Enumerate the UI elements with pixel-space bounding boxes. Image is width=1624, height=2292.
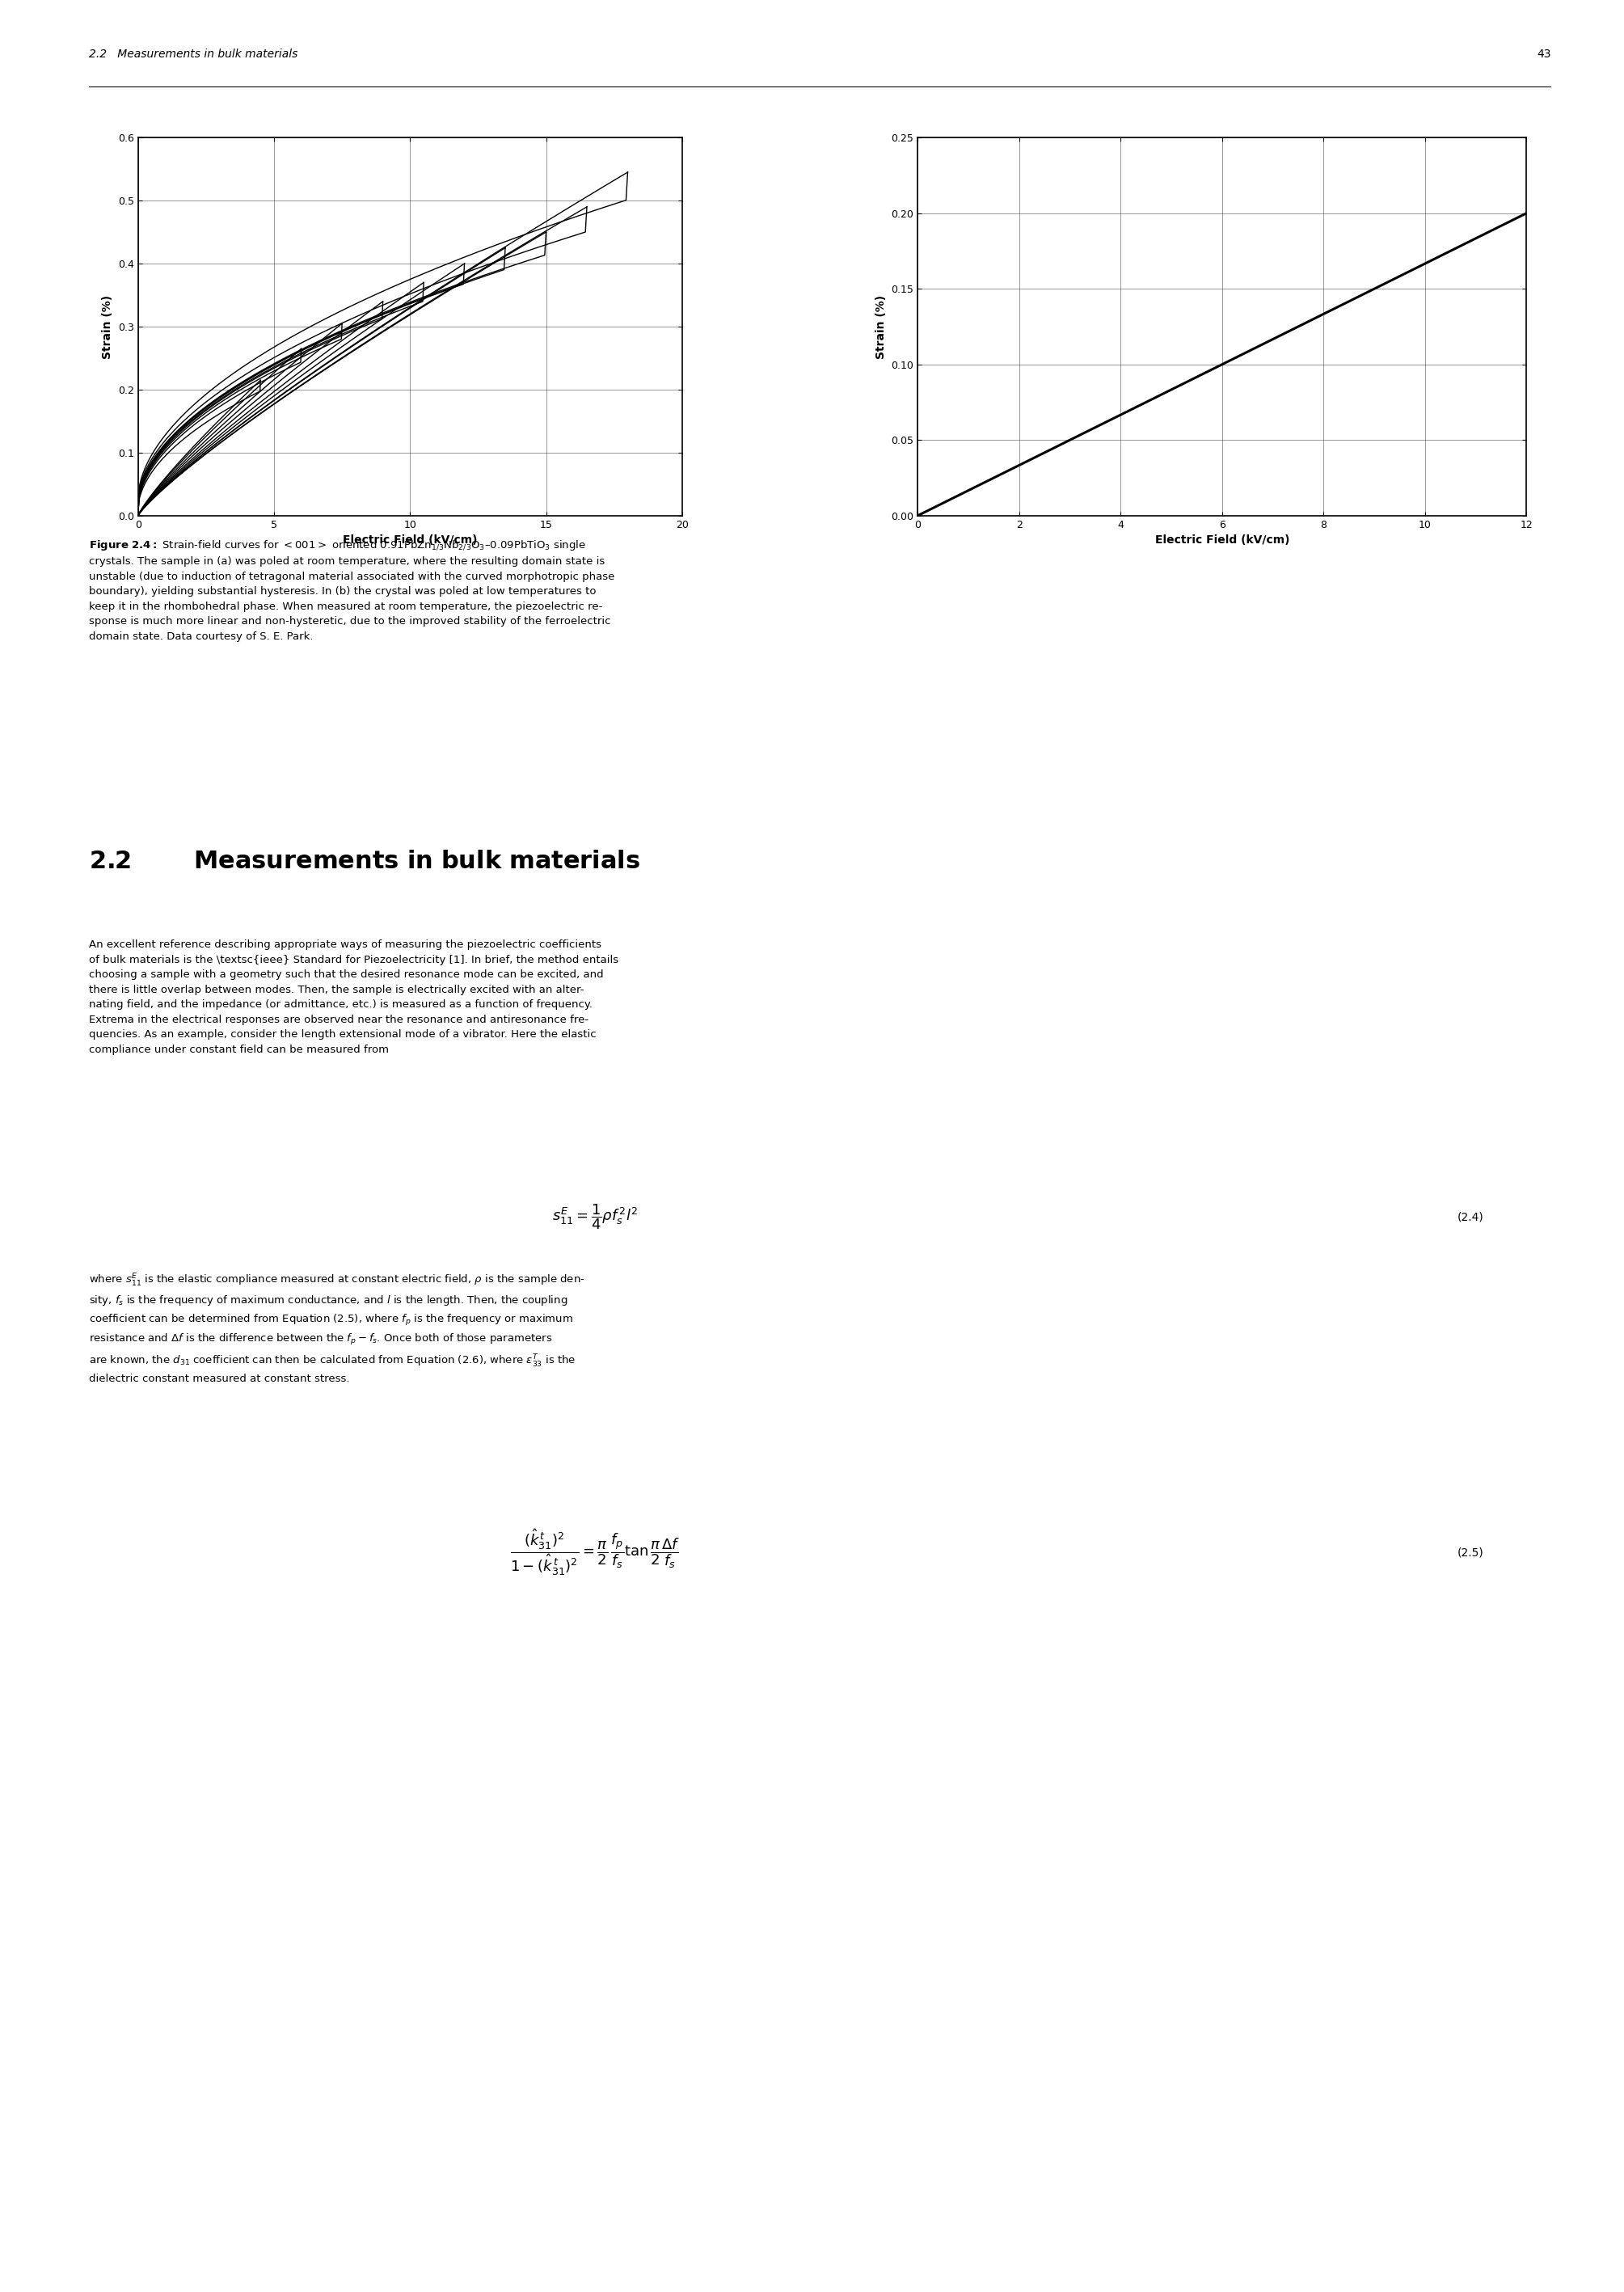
Text: 2.2   Measurements in bulk materials: 2.2 Measurements in bulk materials [89, 48, 299, 60]
Y-axis label: Strain (%): Strain (%) [102, 296, 114, 358]
Text: $\mathbf{Figure\ 2.4:}$ Strain-field curves for $<001>$ oriented 0.91PbZn$_{1/3}: $\mathbf{Figure\ 2.4:}$ Strain-field cur… [89, 539, 615, 642]
Text: 43: 43 [1536, 48, 1551, 60]
X-axis label: Electric Field (kV/cm): Electric Field (kV/cm) [1155, 534, 1289, 545]
Text: An excellent reference describing appropriate ways of measuring the piezoelectri: An excellent reference describing approp… [89, 940, 619, 1054]
X-axis label: Electric Field (kV/cm): Electric Field (kV/cm) [343, 534, 477, 545]
Text: $\dfrac{(\hat{k}^{\,t}_{31})^2}{1-(\hat{k}^{\,t}_{31})^2} = \dfrac{\pi}{2}\,\dfr: $\dfrac{(\hat{k}^{\,t}_{31})^2}{1-(\hat{… [510, 1529, 680, 1577]
Text: where $s^E_{11}$ is the elastic compliance measured at constant electric field, : where $s^E_{11}$ is the elastic complian… [89, 1272, 585, 1384]
Text: (2.4): (2.4) [1458, 1212, 1484, 1222]
Text: $\mathbf{Measurements\ in\ bulk\ materials}$: $\mathbf{Measurements\ in\ bulk\ materia… [193, 850, 640, 873]
Text: $\mathbf{2.2}$: $\mathbf{2.2}$ [89, 850, 132, 873]
Text: (2.5): (2.5) [1458, 1547, 1484, 1559]
Text: $s^E_{11} = \dfrac{1}{4}\rho f_s^{\,2} l^2$: $s^E_{11} = \dfrac{1}{4}\rho f_s^{\,2} l… [552, 1203, 638, 1231]
Y-axis label: Strain (%): Strain (%) [875, 296, 887, 358]
